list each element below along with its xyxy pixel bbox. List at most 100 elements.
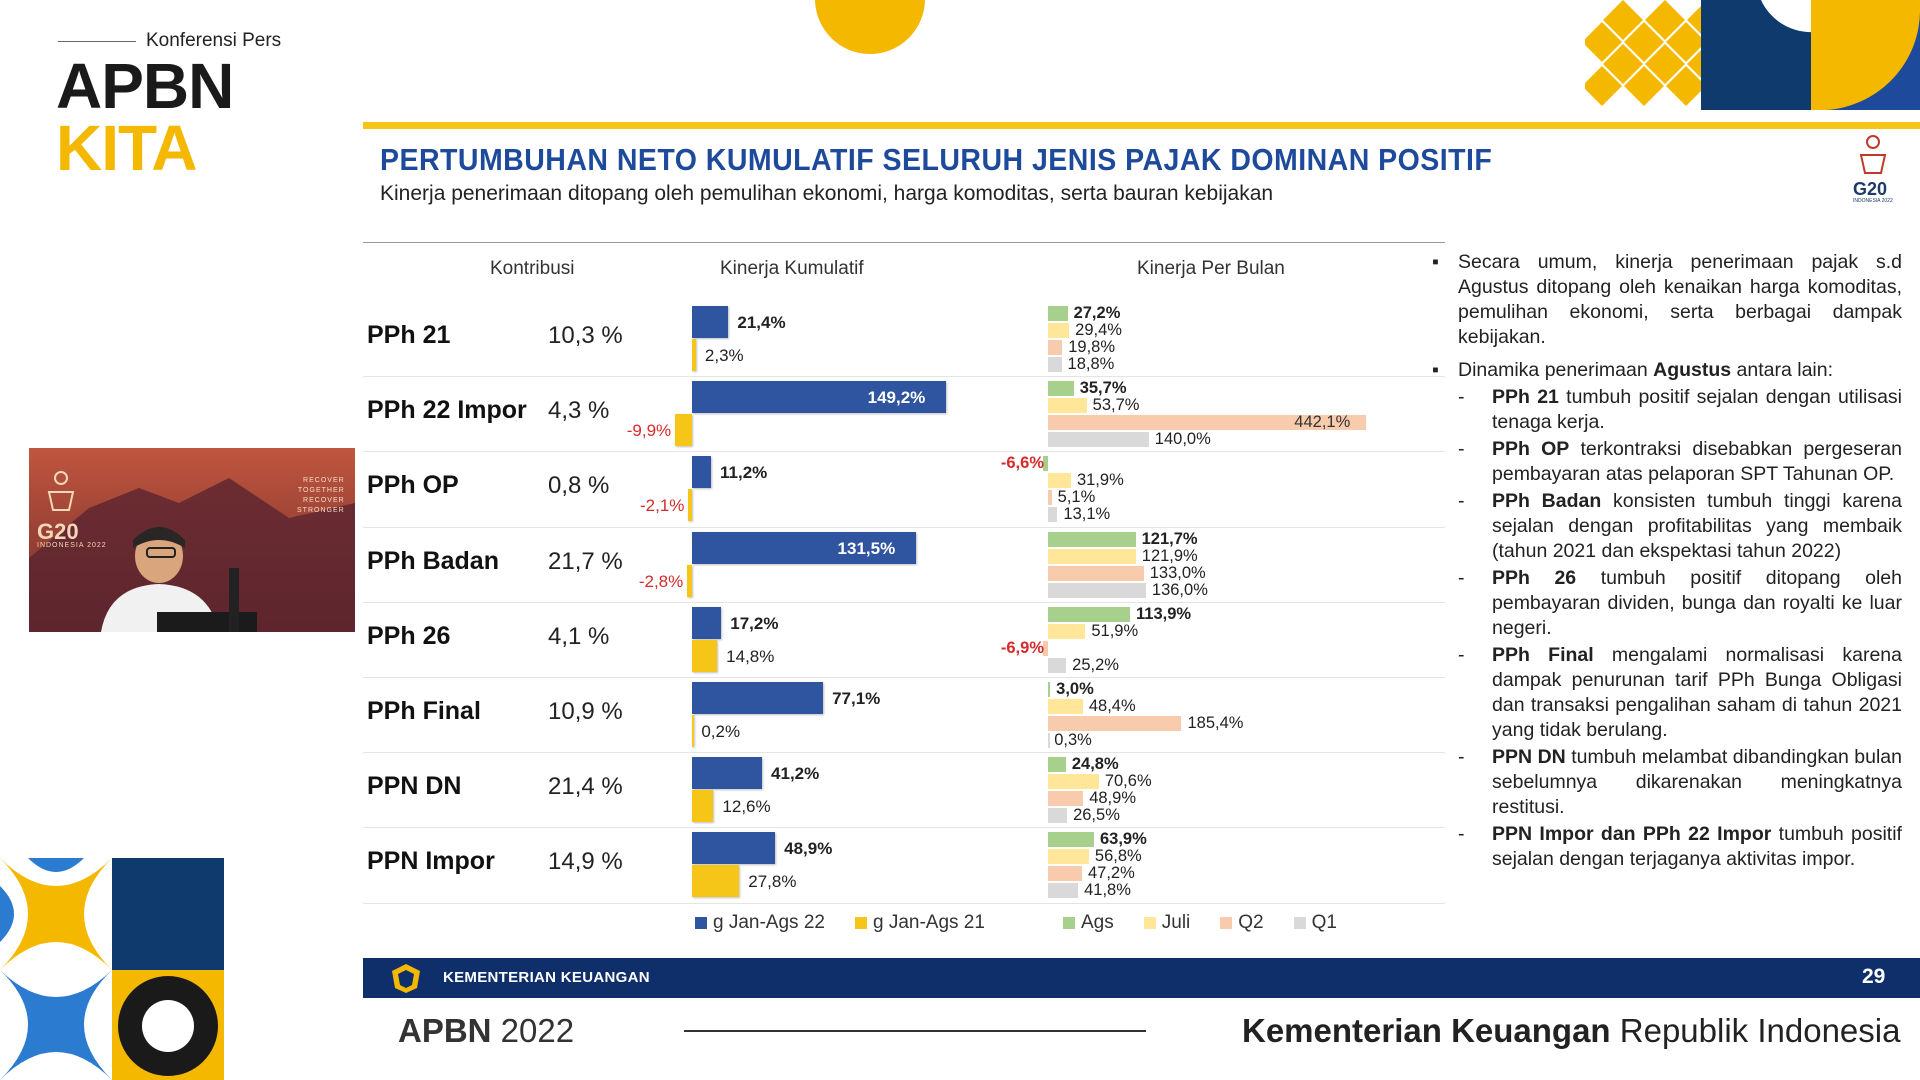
label-mon-q1-pph-22-impor: 140,0% (1154, 430, 1211, 449)
bar-mon-q1-pph-26 (1048, 657, 1067, 673)
legend-swatch-ags (1063, 917, 1075, 929)
contribution-pph-26: 4,1 % (548, 622, 610, 650)
bar-cum-g-jan-ags-21-ppn-dn (692, 790, 714, 823)
col-header-contribution: Kontribusi (490, 258, 575, 279)
label-mon-q1-pph-final: 0,3% (1054, 731, 1092, 749)
label-mon-q1-ppn-dn: 26,5% (1073, 806, 1120, 825)
bar-cum-g-jan-ags-21-pph-26 (692, 639, 718, 672)
contribution-pph-op: 0,8 % (548, 472, 610, 500)
bar-mon-ags-pph-21 (1048, 306, 1068, 321)
legend-label-ags: Ags (1081, 912, 1114, 933)
bar-mon-ags-pph-final (1048, 682, 1051, 697)
presenter-video: G20 INDONESIA 2022 RECOVER TOGETHER RECOVE… (29, 448, 355, 632)
slide-page-number: 29 (1862, 965, 1886, 988)
bar-mon-juli-pph-26 (1048, 623, 1086, 639)
category-pph-26: PPh 26 (367, 621, 451, 650)
label-mon-q2-pph-op: 5,1% (1057, 488, 1096, 507)
bar-mon-ags-pph-op (1043, 456, 1048, 472)
slide-title: PERTUMBUHAN NETO KUMULATIF SELURUH JENIS… (380, 142, 1493, 177)
note-pph26: PPh 26 tumbuh positif ditopang oleh pemb… (1432, 566, 1902, 641)
contribution-pph-badan: 21,7 % (548, 547, 623, 575)
bar-mon-q1-pph-op (1048, 507, 1058, 523)
bar-mon-q2-ppn-impor (1048, 866, 1082, 882)
row-separator (363, 526, 1445, 528)
bar-cum-g-jan-ags-22-ppn-impor (692, 832, 776, 865)
row-separator (363, 376, 1445, 378)
bar-mon-q2-pph-26 (1043, 640, 1048, 656)
bar-cum-g-jan-ags-22-pph-op (692, 456, 712, 489)
decor-yellow-circle (815, 0, 925, 54)
label-cum-g-jan-ags-22-pph-21: 21,4% (737, 313, 786, 332)
category-pph-op: PPh OP (367, 471, 459, 500)
legend-label-jan-ags-22: g Jan-Ags 22 (713, 912, 825, 933)
label-cum-g-jan-ags-22-pph-26: 17,2% (730, 613, 779, 633)
category-pph-21: PPh 21 (367, 321, 451, 349)
decor-top-right-pattern (1585, 0, 1920, 110)
category-pph-badan: PPh Badan (367, 546, 499, 575)
legend-swatch-jan-ags-22 (695, 917, 707, 929)
label-mon-q2-ppn-dn: 48,9% (1089, 789, 1136, 808)
bar-mon-juli-ppn-dn (1048, 774, 1099, 790)
label-cum-g-jan-ags-21-pph-op: -2,1% (640, 496, 685, 516)
row-separator (363, 601, 1445, 603)
label-mon-q1-pph-26: 25,2% (1072, 655, 1119, 674)
col-header-monthly: Kinerja Per Bulan (1137, 258, 1285, 279)
label-cum-g-jan-ags-21-ppn-impor: 27,8% (748, 872, 797, 892)
slide-subtitle: Kinerja penerimaan ditopang oleh pemulih… (380, 182, 1274, 205)
row-separator (363, 752, 1445, 754)
label-mon-q1-pph-op: 13,1% (1063, 505, 1111, 524)
bar-mon-q1-pph-final (1048, 733, 1050, 748)
footer-ministry-label: KEMENTERIAN KEUANGAN (443, 969, 650, 986)
row-separator (363, 902, 1445, 904)
bar-mon-q1-ppn-impor (1048, 883, 1079, 899)
label-mon-ags-ppn-impor: 63,9% (1100, 830, 1147, 849)
label-mon-q2-pph-badan: 133,0% (1149, 563, 1206, 582)
video-tagline: RECOVER TOGETHER RECOVER STRONGER (297, 477, 345, 514)
bar-mon-q2-ppn-dn (1048, 791, 1084, 807)
label-mon-ags-pph-21: 27,2% (1073, 304, 1121, 322)
legend-swatch-q2 (1220, 917, 1233, 929)
label-mon-q1-pph-badan: 136,0% (1151, 580, 1208, 599)
note-general: Secara umum, kinerja penerimaan pajak s.… (1432, 250, 1902, 350)
presenter-figure (101, 527, 257, 632)
row-separator (363, 451, 1445, 453)
col-header-cumulative: Kinerja Kumulatif (720, 258, 864, 279)
bar-mon-q2-pph-21 (1048, 340, 1063, 355)
bar-mon-juli-pph-21 (1048, 323, 1070, 338)
bar-cum-g-jan-ags-21-pph-21 (692, 339, 696, 371)
legend-monthly: Ags Juli Q2 Q1 (1063, 912, 1337, 934)
decor-bottom-left-pattern (0, 858, 224, 1080)
label-mon-ags-pph-badan: 121,7% (1141, 529, 1198, 548)
contribution-ppn-impor: 14,9 % (548, 848, 623, 876)
bar-mon-ags-pph-22-impor (1048, 381, 1074, 397)
bar-cum-g-jan-ags-22-pph-21 (692, 306, 729, 338)
contribution-pph-22-impor: 4,3 % (548, 397, 610, 425)
label-mon-q2-pph-26: -6,9% (1000, 638, 1044, 657)
label-mon-ags-pph-op: -6,6% (1000, 454, 1044, 473)
g20-emblem-icon (1859, 135, 1887, 174)
label-mon-juli-ppn-impor: 56,8% (1094, 847, 1142, 866)
bar-cum-g-jan-ags-21-pph-final (692, 715, 694, 747)
note-pph-op: PPh OP terkontraksi disebabkan pergesera… (1432, 437, 1902, 487)
label-mon-ags-ppn-dn: 24,8% (1071, 755, 1119, 774)
label-mon-ags-pph-26: 113,9% (1136, 604, 1192, 623)
video-g20-sub: INDONESIA 2022 (37, 542, 107, 549)
label-mon-ags-pph-final: 3,0% (1056, 680, 1094, 698)
legend-label-q2: Q2 (1238, 912, 1264, 933)
g20-emblem-sub: INDONESIA 2022 (1853, 198, 1893, 204)
ministry-logo-icon (392, 964, 420, 993)
video-scene (29, 448, 355, 632)
category-pph-22-impor: PPh 22 Impor (367, 396, 527, 425)
g20-emblem: G20 INDONESIA 2022 (1853, 133, 1893, 205)
legend-cumulative: g Jan-Ags 22 g Jan-Ags 21 (695, 912, 985, 934)
bar-cum-g-jan-ags-21-pph-22-impor (675, 414, 692, 447)
note-ppn-impor: PPN Impor dan PPh 22 Impor tumbuh positi… (1432, 822, 1902, 872)
category-ppn-impor: PPN Impor (367, 847, 495, 876)
bar-mon-ags-pph-badan (1048, 531, 1136, 547)
video-g20-logo: G20 (37, 519, 79, 544)
label-mon-juli-pph-26: 51,9% (1091, 621, 1139, 640)
label-cum-g-jan-ags-21-pph-badan: -2,8% (638, 571, 684, 591)
category-ppn-dn: PPN DN (367, 772, 462, 801)
bar-cum-g-jan-ags-21-pph-op (688, 489, 692, 522)
contribution-pph-21: 10,3 % (548, 322, 623, 349)
